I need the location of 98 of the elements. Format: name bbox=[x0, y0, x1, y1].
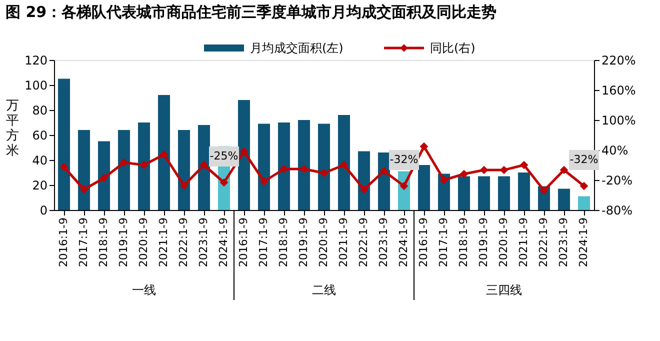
x-tick-label: 2023:1-9 bbox=[197, 218, 210, 268]
x-tick-label: 2020:1-9 bbox=[317, 218, 330, 268]
bar bbox=[278, 122, 290, 210]
point bbox=[560, 166, 568, 174]
x-tick-label: 2019:1-9 bbox=[477, 218, 490, 268]
y-tick-label: 0 bbox=[40, 204, 48, 218]
x-tick-label: 2022:1-9 bbox=[357, 218, 370, 268]
bar bbox=[558, 188, 570, 210]
bar bbox=[258, 124, 270, 210]
x-tick-label: 2021:1-9 bbox=[157, 218, 170, 268]
point bbox=[120, 158, 128, 167]
bar bbox=[98, 141, 110, 210]
y-tick-label: 40 bbox=[32, 154, 48, 168]
bar bbox=[58, 78, 70, 210]
bar bbox=[498, 176, 510, 210]
x-tick-label: 2018:1-9 bbox=[277, 218, 290, 268]
point bbox=[240, 147, 248, 156]
x-tick-label: 2020:1-9 bbox=[497, 218, 510, 268]
x-tick-label: 2024:1-9 bbox=[577, 218, 590, 268]
x-tick-label: 2017:1-9 bbox=[257, 218, 270, 268]
point bbox=[80, 185, 88, 194]
point bbox=[460, 170, 468, 178]
x-tick-label: 2021:1-9 bbox=[517, 218, 530, 268]
bar bbox=[338, 115, 350, 210]
x-tick-label: 2023:1-9 bbox=[557, 218, 570, 268]
point bbox=[420, 142, 428, 151]
text: 三四线 bbox=[486, 283, 522, 297]
bar bbox=[158, 95, 170, 210]
bar bbox=[78, 130, 90, 210]
x-tick-label: 2022:1-9 bbox=[177, 218, 190, 268]
x-tick-label: 2020:1-9 bbox=[137, 218, 150, 268]
point bbox=[580, 182, 588, 190]
x-tick-label: 2016:1-9 bbox=[57, 218, 70, 268]
chart-title: 图 29：各梯队代表城市商品住宅前三季度单城市月均成交面积及同比走势 bbox=[6, 3, 497, 21]
x-tick-label: 2017:1-9 bbox=[77, 218, 90, 268]
y-tick-label: 100 bbox=[24, 78, 48, 92]
x-tick-label: 2021:1-9 bbox=[337, 218, 350, 268]
point bbox=[180, 181, 188, 190]
x-tick-label: 2016:1-9 bbox=[417, 218, 430, 268]
point bbox=[320, 168, 328, 178]
point bbox=[260, 177, 268, 186]
point bbox=[300, 164, 308, 174]
x-tick-label: 2024:1-9 bbox=[217, 218, 230, 268]
point bbox=[520, 160, 528, 170]
y2-tick-label: -20% bbox=[602, 174, 633, 188]
point bbox=[60, 162, 68, 172]
data-label: -25% bbox=[210, 150, 238, 162]
bar bbox=[578, 196, 590, 210]
bar bbox=[318, 124, 330, 210]
bar bbox=[118, 130, 130, 210]
y-tick-label: 60 bbox=[32, 128, 48, 142]
bar bbox=[138, 122, 150, 210]
point bbox=[480, 166, 488, 174]
x-tick-label: 2018:1-9 bbox=[457, 218, 470, 268]
point bbox=[140, 160, 148, 170]
point bbox=[100, 174, 108, 182]
y2-tick-label: 220% bbox=[602, 54, 636, 68]
bar bbox=[358, 151, 370, 210]
y2-tick-label: 160% bbox=[602, 84, 636, 98]
bar bbox=[518, 172, 530, 210]
x-tick-label: 2022:1-9 bbox=[537, 218, 550, 268]
y-tick-label: 80 bbox=[32, 104, 48, 118]
bar bbox=[298, 120, 310, 210]
y-tick-label: 20 bbox=[32, 178, 48, 192]
point bbox=[340, 160, 348, 170]
point bbox=[540, 186, 548, 195]
x-tick-label: 2019:1-9 bbox=[297, 218, 310, 268]
bar bbox=[198, 125, 210, 210]
point bbox=[440, 176, 448, 184]
bar bbox=[178, 130, 190, 210]
data-label: -32% bbox=[570, 153, 598, 166]
text: 二线 bbox=[312, 283, 336, 297]
y-tick-label: 120 bbox=[24, 54, 48, 68]
x-tick-label: 2018:1-9 bbox=[97, 218, 110, 268]
point bbox=[400, 182, 408, 190]
y2-tick-label: -80% bbox=[602, 204, 633, 218]
point bbox=[380, 166, 388, 176]
bar bbox=[478, 176, 490, 210]
legend-label: 同比(右) bbox=[430, 41, 476, 55]
bar bbox=[458, 176, 470, 210]
x-tick-label: 2016:1-9 bbox=[237, 218, 250, 268]
data-label: -32% bbox=[390, 153, 418, 166]
point bbox=[160, 150, 168, 159]
bar bbox=[418, 165, 430, 210]
y2-tick-label: 40% bbox=[602, 144, 628, 158]
y-axis-title: 万平方米 bbox=[6, 98, 19, 158]
x-tick-label: 2024:1-9 bbox=[397, 218, 410, 268]
bar bbox=[238, 100, 250, 210]
text: 一线 bbox=[132, 283, 156, 297]
point bbox=[220, 178, 228, 187]
point bbox=[360, 185, 368, 194]
y2-tick-label: 100% bbox=[602, 114, 636, 128]
x-tick-label: 2019:1-9 bbox=[117, 218, 130, 268]
point bbox=[500, 166, 508, 174]
point bbox=[200, 160, 208, 170]
x-tick-label: 2023:1-9 bbox=[377, 218, 390, 268]
x-tick-label: 2017:1-9 bbox=[437, 218, 450, 268]
legend-label: 月均成交面积(左) bbox=[250, 41, 344, 55]
